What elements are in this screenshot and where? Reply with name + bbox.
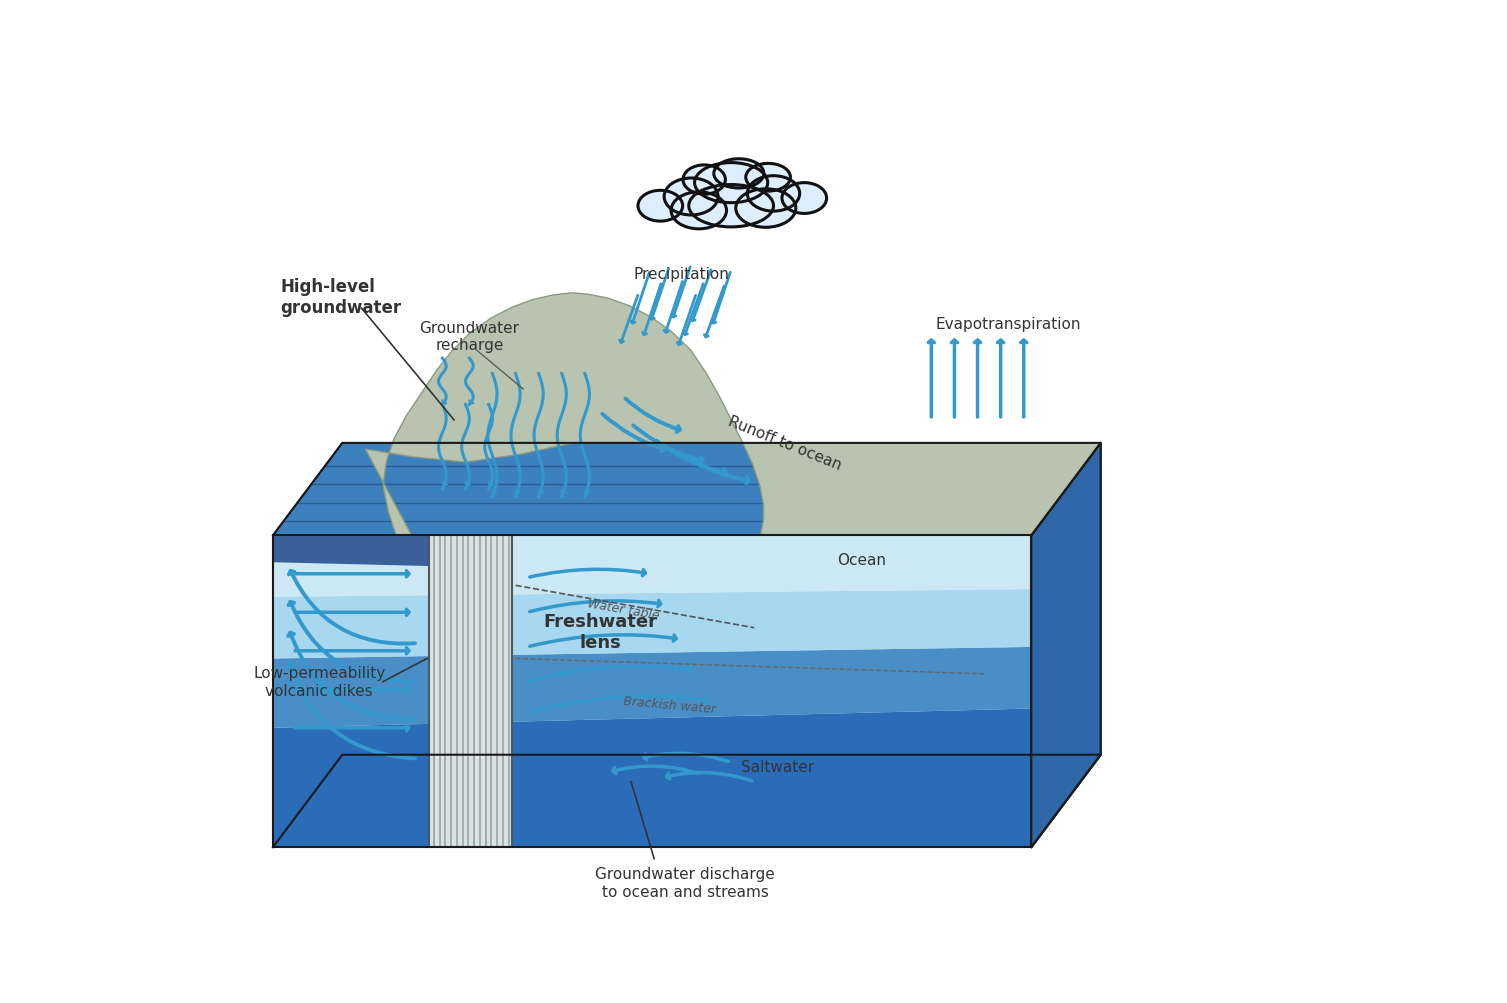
Polygon shape bbox=[273, 647, 1031, 728]
Ellipse shape bbox=[689, 186, 773, 228]
Ellipse shape bbox=[671, 193, 726, 230]
Polygon shape bbox=[273, 536, 1031, 597]
Text: Water table: Water table bbox=[586, 596, 660, 622]
Polygon shape bbox=[273, 443, 1100, 536]
Ellipse shape bbox=[747, 177, 800, 212]
Text: Brackish water: Brackish water bbox=[622, 694, 716, 715]
Text: Freshwater
lens: Freshwater lens bbox=[543, 613, 657, 651]
Polygon shape bbox=[273, 536, 431, 567]
Polygon shape bbox=[365, 294, 1100, 536]
Ellipse shape bbox=[782, 184, 827, 215]
Polygon shape bbox=[273, 536, 1031, 848]
Polygon shape bbox=[1031, 443, 1100, 848]
Text: Groundwater discharge
to ocean and streams: Groundwater discharge to ocean and strea… bbox=[595, 867, 775, 899]
Ellipse shape bbox=[735, 190, 796, 228]
Text: Ocean: Ocean bbox=[838, 553, 886, 568]
Polygon shape bbox=[429, 536, 512, 848]
Text: Runoff to ocean: Runoff to ocean bbox=[726, 414, 844, 473]
Text: Low-permeability
volcanic dikes: Low-permeability volcanic dikes bbox=[253, 666, 386, 698]
Text: Evapotranspiration: Evapotranspiration bbox=[936, 317, 1081, 332]
Polygon shape bbox=[273, 755, 1100, 848]
Text: Groundwater
recharge: Groundwater recharge bbox=[419, 320, 520, 353]
Ellipse shape bbox=[637, 192, 683, 222]
Polygon shape bbox=[273, 590, 1031, 659]
Text: High-level
groundwater: High-level groundwater bbox=[280, 278, 402, 317]
Text: Saltwater: Saltwater bbox=[741, 759, 814, 774]
Polygon shape bbox=[273, 709, 1031, 848]
Text: Precipitation: Precipitation bbox=[633, 267, 729, 282]
Ellipse shape bbox=[683, 165, 725, 195]
Ellipse shape bbox=[746, 164, 791, 192]
Ellipse shape bbox=[665, 179, 717, 216]
Ellipse shape bbox=[695, 163, 767, 204]
Ellipse shape bbox=[714, 159, 764, 189]
